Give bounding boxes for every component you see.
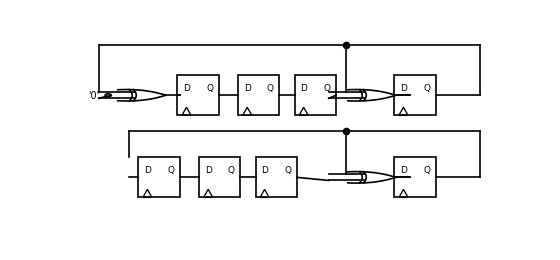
Bar	[295, 75, 336, 115]
Text: Q: Q	[284, 166, 291, 175]
Text: Q: Q	[423, 166, 430, 175]
Bar	[178, 75, 218, 115]
Bar	[255, 157, 297, 197]
Text: D: D	[300, 83, 307, 93]
Text: D: D	[400, 83, 407, 93]
Text: Q: Q	[206, 83, 213, 93]
Text: D: D	[244, 83, 251, 93]
Text: Q: Q	[323, 83, 330, 93]
Text: '0': '0'	[88, 91, 99, 101]
Bar	[138, 157, 180, 197]
Bar	[394, 157, 436, 197]
Bar	[394, 75, 436, 115]
Text: D: D	[400, 166, 407, 175]
Text: Q: Q	[423, 83, 430, 93]
Text: D: D	[144, 166, 151, 175]
Text: D: D	[205, 166, 212, 175]
Text: D: D	[183, 83, 190, 93]
Bar	[199, 157, 240, 197]
Text: Q: Q	[228, 166, 235, 175]
Bar	[238, 75, 279, 115]
Text: D: D	[261, 166, 268, 175]
Text: Q: Q	[267, 83, 274, 93]
Text: Q: Q	[167, 166, 174, 175]
